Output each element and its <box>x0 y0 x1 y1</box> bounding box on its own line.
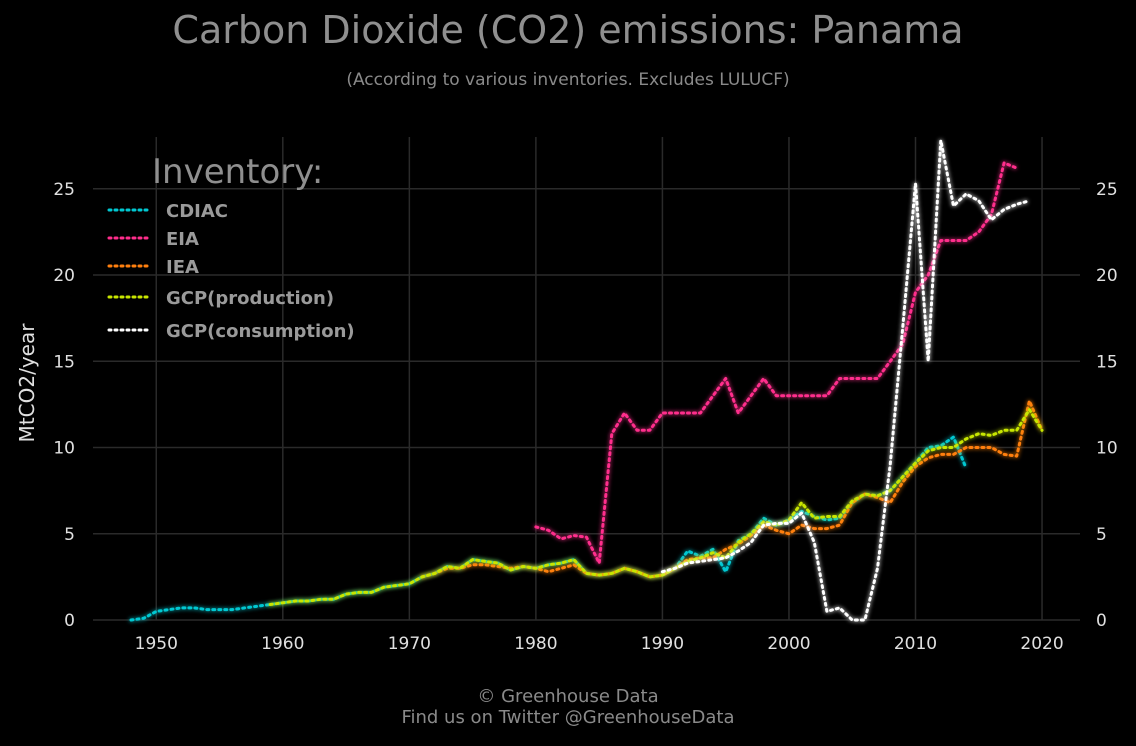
x-tick-label: 1990 <box>641 634 684 654</box>
y-tick-label-left: 15 <box>53 352 75 372</box>
legend-entry-label: EIA <box>166 229 199 250</box>
x-tick-label: 2010 <box>894 634 937 654</box>
series-line-cdiac <box>129 435 968 622</box>
y-tick-label-right: 10 <box>1096 439 1118 459</box>
y-tick-label-right: 15 <box>1096 352 1118 372</box>
y-tick-label-left: 0 <box>64 611 75 631</box>
series-line-eia <box>534 161 1019 565</box>
series-line-gcp-production <box>268 408 1044 606</box>
y-tick-label-right: 20 <box>1096 266 1118 286</box>
x-tick-label: 1960 <box>261 634 304 654</box>
y-tick-label-right: 5 <box>1096 525 1107 545</box>
x-tick-label: 1950 <box>135 634 178 654</box>
y-tick-label-left: 10 <box>53 439 75 459</box>
y-tick-label-right: 0 <box>1096 611 1107 631</box>
footer: © Greenhouse Data Find us on Twitter @Gr… <box>0 686 1136 728</box>
grid-lines <box>93 137 1080 621</box>
chart-title: Carbon Dioxide (CO2) emissions: Panama <box>172 8 964 52</box>
legend: Inventory: CDIAC EIA IEA GCP(production) GCP… <box>107 152 355 342</box>
y-tick-label-left: 5 <box>64 525 75 545</box>
chart-subtitle: (According to various inventories. Exclu… <box>346 70 790 90</box>
series-lines <box>129 138 1044 622</box>
legend-entry-label: GCP(consumption) <box>166 321 355 342</box>
legend-entry-label: IEA <box>166 257 199 278</box>
legend-entry-label: GCP(production) <box>166 288 334 309</box>
series-line-iea <box>420 399 1044 579</box>
x-tick-label: 2020 <box>1020 634 1063 654</box>
x-tick-label: 2000 <box>767 634 810 654</box>
y-tick-label-right: 25 <box>1096 180 1118 200</box>
series-line-gcp-consumption <box>660 138 1031 622</box>
legend-title: Inventory: <box>152 152 323 192</box>
x-tick-label: 1970 <box>388 634 431 654</box>
x-tick-label: 1980 <box>514 634 557 654</box>
legend-entry-label: CDIAC <box>166 201 228 222</box>
y-axis-label: MtCO2/year <box>15 323 39 443</box>
y-tick-label-left: 20 <box>53 266 75 286</box>
y-tick-label-left: 25 <box>53 180 75 200</box>
twitter-handle-text: Find us on Twitter @GreenhouseData <box>401 707 735 728</box>
copyright-text: © Greenhouse Data <box>477 686 659 707</box>
